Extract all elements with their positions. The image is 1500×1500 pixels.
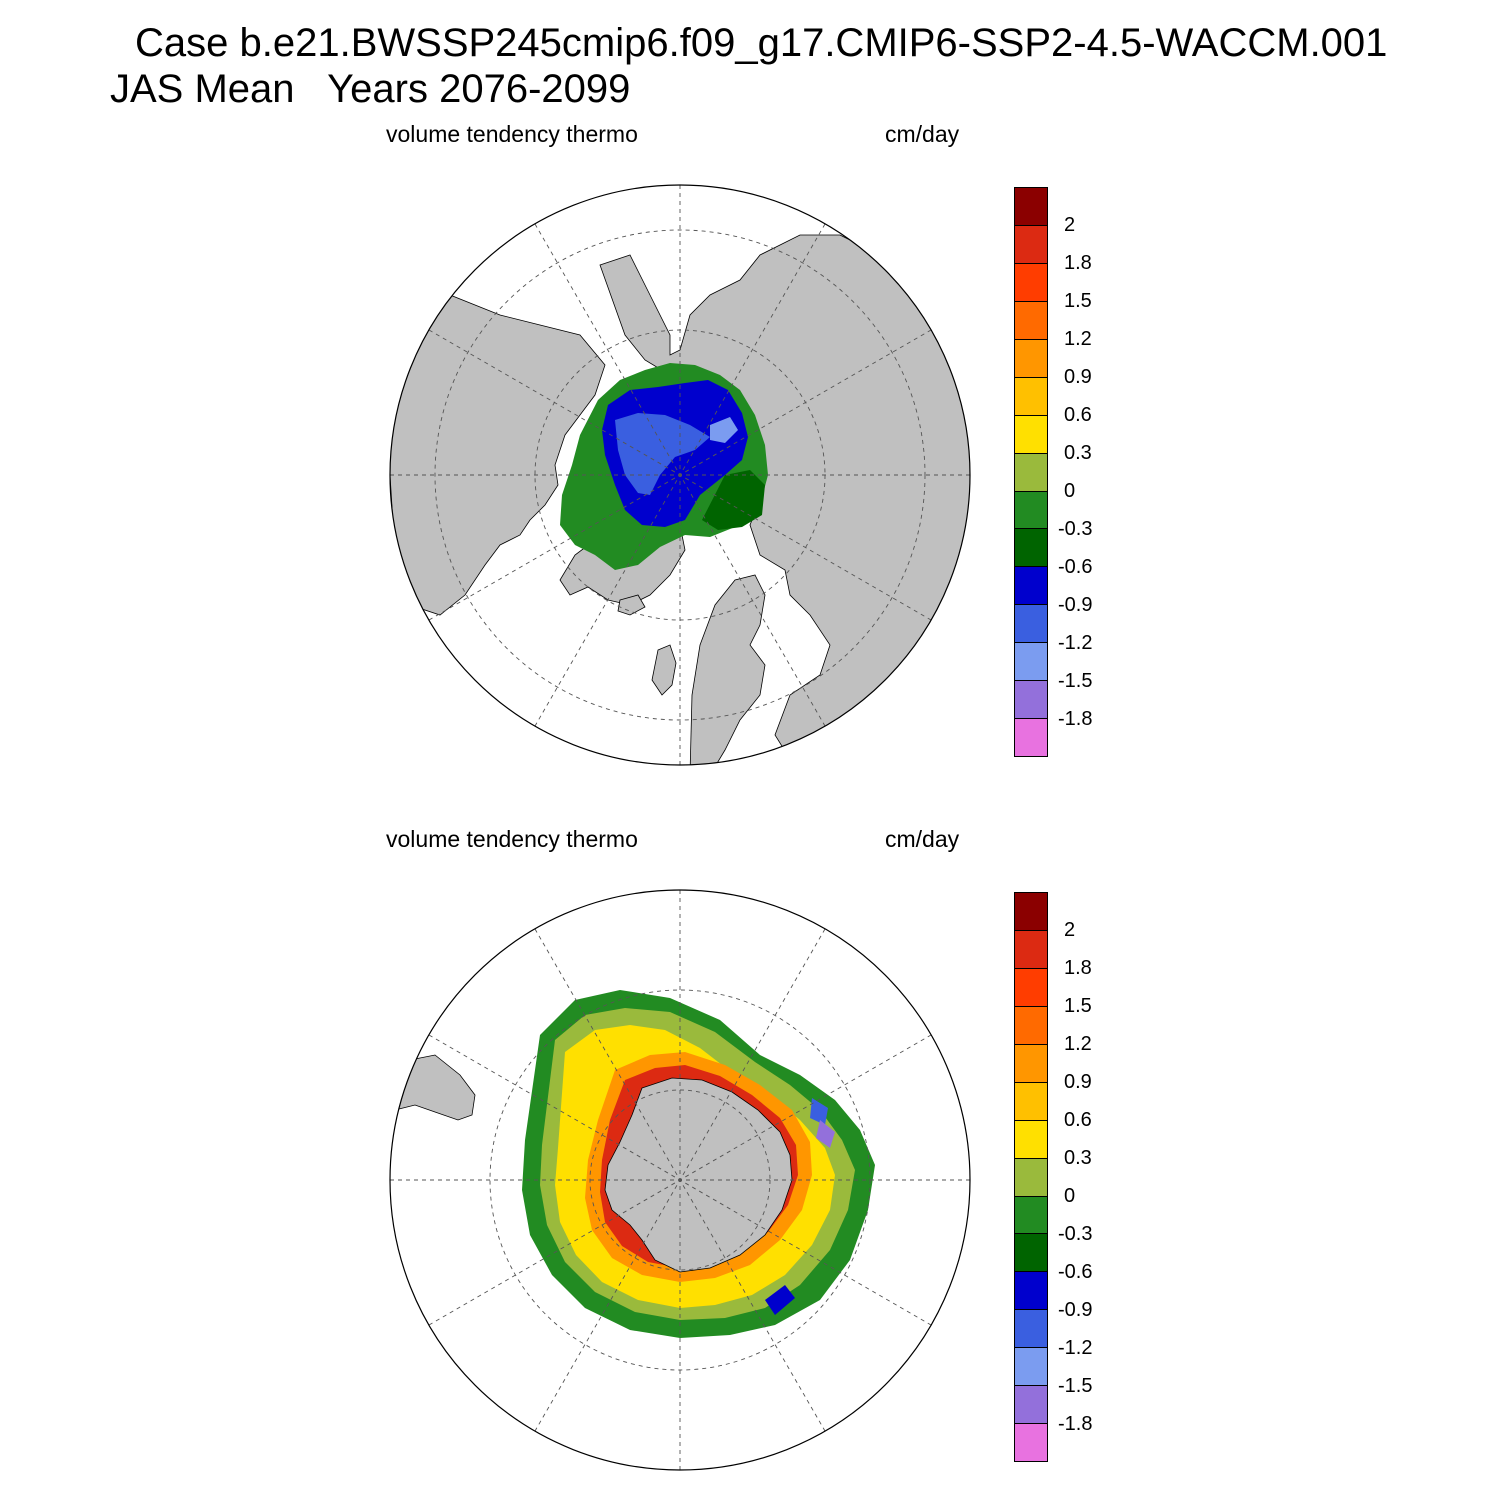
north-land-iceland [617,594,646,616]
south-panel-variable-label: volume tendency thermo [386,826,638,852]
south-colorbar-segment [1015,1081,1047,1120]
south-colorbar-segment [1015,1271,1047,1310]
north-colorbar-segment [1015,452,1047,491]
north-colorbar-segment [1015,414,1047,453]
north-colorbar-tick-label: 0.3 [1064,442,1092,464]
south-colorbar [1014,892,1048,1462]
figure-title-line-1: Case b.e21.BWSSP245cmip6.f09_g17.CMIP6-S… [135,21,1388,65]
north-colorbar-tick-label: -0.3 [1058,518,1093,540]
north-panel-variable-label: volume tendency thermo [386,121,638,147]
north-colorbar-tick-label: 0 [1064,480,1076,502]
figure-title-line-2: JAS Mean Years 2076-2099 [110,67,631,111]
south-graticule [390,890,970,1470]
south-polar-map [389,889,971,1471]
north-panel-units-label: cm/day [885,121,960,147]
north-colorbar-segment [1015,300,1047,339]
south-map-boundary [389,889,971,1471]
north-colorbar-tick-label: 1.2 [1064,328,1092,350]
south-colorbar-tick-label: -0.6 [1058,1261,1093,1283]
south-colorbar-tick-label: -0.3 [1058,1223,1093,1245]
north-colorbar-tick-label: 1.5 [1064,290,1092,312]
north-ice-paleblue [710,417,738,443]
north-colorbar [1014,187,1048,757]
north-colorbar-tick-label: -0.6 [1058,556,1093,578]
north-colorbar-tick-label: -1.8 [1058,708,1093,730]
north-colorbar-tick-label: -1.5 [1058,670,1093,692]
south-colorbar-tick-label: -1.2 [1058,1337,1093,1359]
north-colorbar-segment [1015,680,1047,719]
north-colorbar-segment [1015,718,1047,757]
south-colorbar-segment [1015,1385,1047,1424]
south-colorbar-tick-label: 1.2 [1064,1033,1092,1055]
north-land-europe [689,574,766,765]
north-colorbar-segment [1015,642,1047,681]
south-ice-blue-east [810,1098,828,1125]
south-colorbar-segment [1015,1309,1047,1348]
south-colorbar-segment [1015,967,1047,1006]
north-colorbar-segment [1015,528,1047,567]
north-colorbar-segment [1015,376,1047,415]
south-colorbar-segment [1015,1043,1047,1082]
north-graticule [390,185,970,765]
south-colorbar-segment [1015,1119,1047,1158]
north-colorbar-segment [1015,188,1047,225]
north-polar-map [389,184,971,766]
north-ice-lightblue [615,413,710,495]
south-ice-blue-south [765,1285,795,1315]
north-colorbar-segment [1015,262,1047,301]
south-colorbar-tick-label: -1.5 [1058,1375,1093,1397]
north-colorbar-segment [1015,224,1047,263]
south-colorbar-segment [1015,1195,1047,1234]
north-colorbar-tick-label: 0.9 [1064,366,1092,388]
north-colorbar-tick-label: 2 [1064,214,1076,236]
south-colorbar-tick-label: 0 [1064,1185,1076,1207]
north-colorbar-segment [1015,338,1047,377]
south-colorbar-tick-label: 0.3 [1064,1147,1092,1169]
south-colorbar-segment [1015,1423,1047,1462]
south-colorbar-tick-label: 0.6 [1064,1109,1092,1131]
south-colorbar-tick-label: -0.9 [1058,1299,1093,1321]
south-colorbar-segment [1015,1157,1047,1196]
north-colorbar-tick-label: 0.6 [1064,404,1092,426]
north-colorbar-segment [1015,604,1047,643]
south-colorbar-segment [1015,929,1047,968]
south-colorbar-segment [1015,1347,1047,1386]
south-colorbar-tick-label: -1.8 [1058,1413,1093,1435]
north-colorbar-tick-label: -1.2 [1058,632,1093,654]
south-colorbar-tick-label: 1.8 [1064,957,1092,979]
south-colorbar-segment [1015,1005,1047,1044]
north-colorbar-segment [1015,490,1047,529]
south-colorbar-tick-label: 1.5 [1064,995,1092,1017]
north-land-north-america [390,294,606,616]
south-colorbar-labels: 2 1.8 1.5 1.2 0.9 0.6 0.3 0 -0.3 -0.6 -0.9 -1.2 -1.5… [1058,892,1118,1462]
north-land-uk [651,644,677,696]
south-ice-purple-east [816,1120,835,1148]
north-colorbar-tick-label: -0.9 [1058,594,1093,616]
south-panel-units-label: cm/day [885,826,960,852]
north-colorbar-tick-label: 1.8 [1064,252,1092,274]
south-land-south-america [394,1054,476,1121]
south-colorbar-segment [1015,1233,1047,1272]
north-colorbar-labels: 2 1.8 1.5 1.2 0.9 0.6 0.3 0 -0.3 -0.6 -0.9 -1.2 -1.5… [1058,187,1118,757]
north-colorbar-segment [1015,566,1047,605]
south-colorbar-tick-label: 2 [1064,919,1076,941]
south-land-antarctica [604,1077,793,1273]
south-colorbar-segment [1015,893,1047,930]
north-map-boundary [389,184,971,766]
south-colorbar-tick-label: 0.9 [1064,1071,1092,1093]
